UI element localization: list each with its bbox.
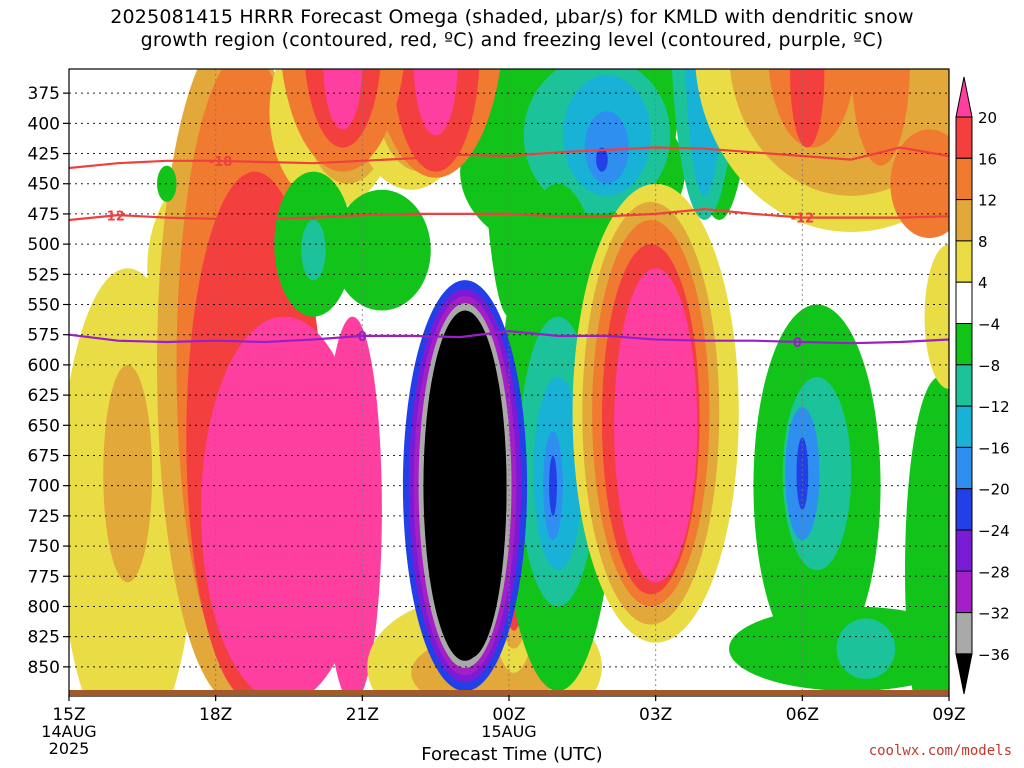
y-tick-label: 675 [28, 446, 60, 466]
y-tick-label: 425 [28, 145, 60, 165]
surface-strip [69, 690, 949, 695]
omega-cell [201, 316, 368, 691]
omega-core [433, 325, 507, 659]
colorbar-label: −8 [978, 357, 1000, 375]
x-tick-label: 18Z [199, 705, 232, 725]
contour--18 [69, 146, 949, 170]
colorbar-label: −36 [978, 646, 1010, 664]
credit-link[interactable]: coolwx.com/models [868, 743, 1012, 759]
y-tick-label: 725 [28, 507, 60, 527]
omega-cell [584, 111, 629, 184]
contour-label: -12 [101, 210, 125, 225]
colorbar-label: −4 [978, 316, 1000, 334]
colorbar: 20 16 12 8 4 −4 −8 −12 −16 −20 −24 −28 −32 −36 [955, 76, 1010, 694]
contour-label: 0 [358, 330, 367, 345]
omega-cell [549, 455, 557, 516]
colorbar-segment [955, 446, 973, 490]
y-tick-label: 475 [28, 205, 60, 225]
omega-cell [323, 316, 382, 691]
colorbar-label: 20 [978, 109, 997, 127]
colorbar-segment [955, 612, 973, 655]
omega-cell [301, 219, 326, 281]
y-tick-label: 800 [28, 597, 60, 617]
x-tick-label: 06Z [786, 705, 819, 725]
contour--12 [69, 207, 949, 222]
colorbar-label: 8 [978, 233, 988, 251]
omega-cell [890, 129, 949, 239]
colorbar-label: −12 [978, 398, 1010, 416]
x-tick-sublabel: 2025 [49, 739, 90, 758]
x-tick-label: 09Z [932, 705, 965, 725]
colorbar-segment [955, 157, 973, 201]
colorbar-cap-top [955, 76, 973, 118]
title-line-2: growth region (contoured, red, ºC) and f… [140, 29, 884, 51]
colorbar-label: −16 [978, 439, 1010, 457]
colorbar-segment [955, 116, 973, 159]
colorbar-label: −24 [978, 522, 1010, 540]
chart-title: 2025081415 HRRR Forecast Omega (shaded, … [0, 6, 1024, 52]
colorbar-segment [955, 281, 973, 325]
colorbar-segment [955, 529, 973, 572]
contour-label: -18 [209, 155, 233, 170]
x-axis-label: Forecast Time (UTC) [421, 744, 603, 765]
y-tick-label: 775 [28, 567, 60, 587]
plot-area [69, 69, 949, 691]
contour-label: 0 [793, 336, 802, 351]
colorbar-cap-bottom [955, 653, 973, 694]
colorbar-label: 12 [978, 192, 997, 210]
colorbar-segment [955, 570, 973, 614]
omega-cell [333, 189, 431, 311]
y-tick-label: 750 [28, 537, 60, 557]
colorbar-segment [955, 488, 973, 531]
omega-cell [924, 244, 949, 390]
x-tick-label: 03Z [639, 705, 672, 725]
omega-cell [836, 618, 896, 679]
colorbar-label: −28 [978, 563, 1010, 581]
colorbar-segment [955, 323, 973, 366]
colorbar-segment [955, 405, 973, 448]
y-tick-label: 700 [28, 477, 60, 497]
y-tick-label: 575 [28, 326, 60, 346]
colorbar-segment [955, 199, 973, 242]
title-line-1: 2025081415 HRRR Forecast Omega (shaded, … [110, 6, 914, 28]
colorbar-label: −32 [978, 605, 1010, 623]
x-tick-label: 00Z [492, 705, 525, 725]
grid [69, 69, 949, 691]
omega-cell [103, 364, 153, 583]
y-tick-label: 550 [28, 296, 60, 316]
y-tick-label: 625 [28, 386, 60, 406]
colorbar-label: 16 [978, 150, 997, 168]
y-tick-label: 500 [28, 235, 60, 255]
contour-lines: -18 -12 -12 0 0 [69, 146, 949, 351]
y-tick-label: 650 [28, 416, 60, 436]
y-tick-label: 825 [28, 628, 60, 648]
y-tick-label: 400 [28, 114, 60, 134]
y-tick-label: 450 [28, 175, 60, 195]
colorbar-label: −20 [978, 481, 1010, 499]
colorbar-segment [955, 364, 973, 407]
omega-cell [413, 69, 458, 136]
x-tick-sublabel: 15AUG [481, 722, 536, 741]
y-tick-label: 600 [28, 356, 60, 376]
colorbar-segment [955, 240, 973, 283]
y-tick-label: 850 [28, 658, 60, 678]
y-tick-label: 525 [28, 265, 60, 285]
omega-cell [790, 69, 825, 148]
omega-cell [796, 437, 809, 510]
x-tick-label: 15Z [52, 705, 85, 725]
omega-cell [851, 69, 910, 166]
x-tick-label: 21Z [346, 705, 379, 725]
omega-cell [323, 69, 363, 130]
contour-label: -12 [791, 212, 815, 227]
x-tick-sublabel: 14AUG [41, 722, 96, 741]
y-tick-label: 375 [28, 84, 60, 104]
contour-0 [69, 329, 949, 345]
colorbar-label: 4 [978, 274, 988, 292]
y-axis: 375 400 425 450 475 500 525 550 575 600 625 650 675 7… [28, 84, 69, 678]
